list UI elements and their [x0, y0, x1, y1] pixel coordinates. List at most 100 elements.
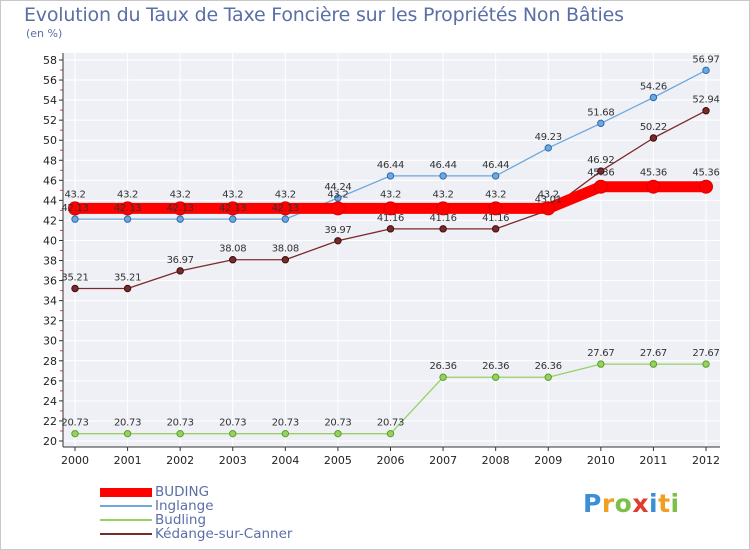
data-label: 46.44 [482, 160, 509, 171]
data-label: 42.13 [219, 203, 246, 214]
legend-swatch [100, 533, 152, 535]
data-label: 42.13 [114, 203, 141, 214]
y-tick-label: 50 [43, 134, 57, 147]
data-point [702, 107, 710, 115]
data-point [225, 201, 240, 216]
data-point [278, 201, 293, 216]
data-label: 20.73 [324, 418, 351, 429]
y-tick-label: 28 [43, 355, 57, 368]
data-point [71, 429, 79, 438]
data-label: 20.73 [219, 418, 246, 429]
data-point [176, 429, 184, 438]
x-tick-label: 2010 [587, 454, 615, 467]
data-label: 20.73 [61, 418, 88, 429]
x-tick-label: 2006 [377, 454, 405, 467]
data-label: 26.36 [535, 361, 562, 372]
data-point [281, 215, 290, 223]
data-label: 35.21 [114, 272, 141, 283]
data-point [436, 201, 451, 216]
legend-swatch [100, 505, 152, 507]
x-tick-label: 2003 [219, 454, 247, 467]
legend: BUDING Inglange Budling Kédange-sur-Canner [100, 484, 360, 542]
data-point [68, 201, 82, 216]
y-tick-label: 42 [43, 214, 57, 227]
data-point [702, 360, 710, 368]
data-label: 20.73 [272, 418, 299, 429]
data-label: 43.2 [485, 189, 506, 200]
x-tick-label: 2004 [271, 454, 299, 467]
data-point [281, 429, 290, 438]
plot-area [63, 53, 720, 447]
y-tick-label: 26 [43, 375, 57, 388]
data-label: 20.73 [377, 418, 404, 429]
legend-item: Budling [100, 512, 360, 528]
x-tick-label: 2000 [61, 454, 89, 467]
legend-label: Budling [155, 512, 207, 528]
data-point [334, 194, 342, 202]
series-layer [68, 66, 713, 438]
data-label: 43.01 [535, 194, 562, 205]
x-tick-label: 2005 [324, 454, 352, 467]
data-label: 43.2 [433, 189, 454, 200]
data-point [120, 201, 135, 216]
legend-swatch [100, 519, 152, 521]
legend-label: BUDING [155, 484, 210, 500]
x-tick-label: 2009 [534, 454, 562, 467]
data-label: 51.68 [587, 107, 614, 118]
x-tick-label: 2011 [639, 454, 667, 467]
data-point [649, 134, 658, 142]
data-label: 27.67 [587, 348, 614, 359]
logo-letter: t [658, 489, 671, 518]
x-tick-label: 2012 [692, 454, 720, 467]
logo-letter: i [670, 489, 680, 518]
data-point [281, 256, 290, 264]
y-tick-label: 20 [43, 435, 57, 448]
data-label: 36.97 [167, 255, 194, 266]
data-point [173, 201, 188, 216]
data-labels: 35.21 35.21 36.97 38.08 38.08 39.97 41.16 41.16… [61, 54, 719, 428]
unit-label: (en %) [26, 27, 63, 40]
data-label: 42.13 [167, 203, 194, 214]
data-point [386, 225, 395, 233]
series-buding [68, 179, 713, 216]
data-label: 43.2 [64, 189, 85, 200]
y-tick-label: 36 [43, 275, 57, 288]
data-label: 46.44 [430, 160, 457, 171]
y-tick-label: 44 [43, 194, 57, 207]
y-tick-label: 22 [43, 415, 57, 428]
data-label: 46.92 [587, 155, 614, 166]
x-tick-label: 2002 [166, 454, 194, 467]
data-point [544, 144, 552, 152]
data-label: 45.36 [640, 168, 667, 179]
plot-background [63, 53, 720, 447]
legend-item: Inglange [100, 498, 360, 514]
data-label: 41.16 [430, 213, 457, 224]
y-tick-label: 24 [43, 395, 57, 408]
data-label: 42.13 [272, 203, 299, 214]
grid-lines [63, 53, 720, 447]
data-label: 45.36 [692, 168, 719, 179]
y-tick-label: 58 [43, 54, 57, 67]
series-inglange [71, 66, 710, 223]
data-label: 42.13 [61, 203, 88, 214]
proxiti-logo: Proxiti [583, 489, 680, 518]
data-label: 35.21 [61, 272, 88, 283]
data-label: 38.08 [219, 244, 246, 255]
data-point [439, 373, 447, 381]
logo-letter: i [649, 489, 659, 518]
data-label: 43.2 [222, 189, 243, 200]
data-point [439, 225, 447, 233]
data-point [229, 256, 237, 264]
data-point [123, 429, 132, 438]
data-label: 26.36 [482, 361, 509, 372]
data-label: 44.24 [324, 182, 351, 193]
data-point [649, 93, 658, 102]
y-tick-label: 38 [43, 255, 57, 268]
data-label: 20.73 [114, 418, 141, 429]
y-tick-label: 40 [43, 234, 57, 247]
data-point [597, 119, 605, 128]
data-point [334, 429, 342, 438]
data-point [593, 179, 608, 194]
data-label: 20.73 [167, 418, 194, 429]
y-tick-label: 52 [43, 114, 57, 127]
